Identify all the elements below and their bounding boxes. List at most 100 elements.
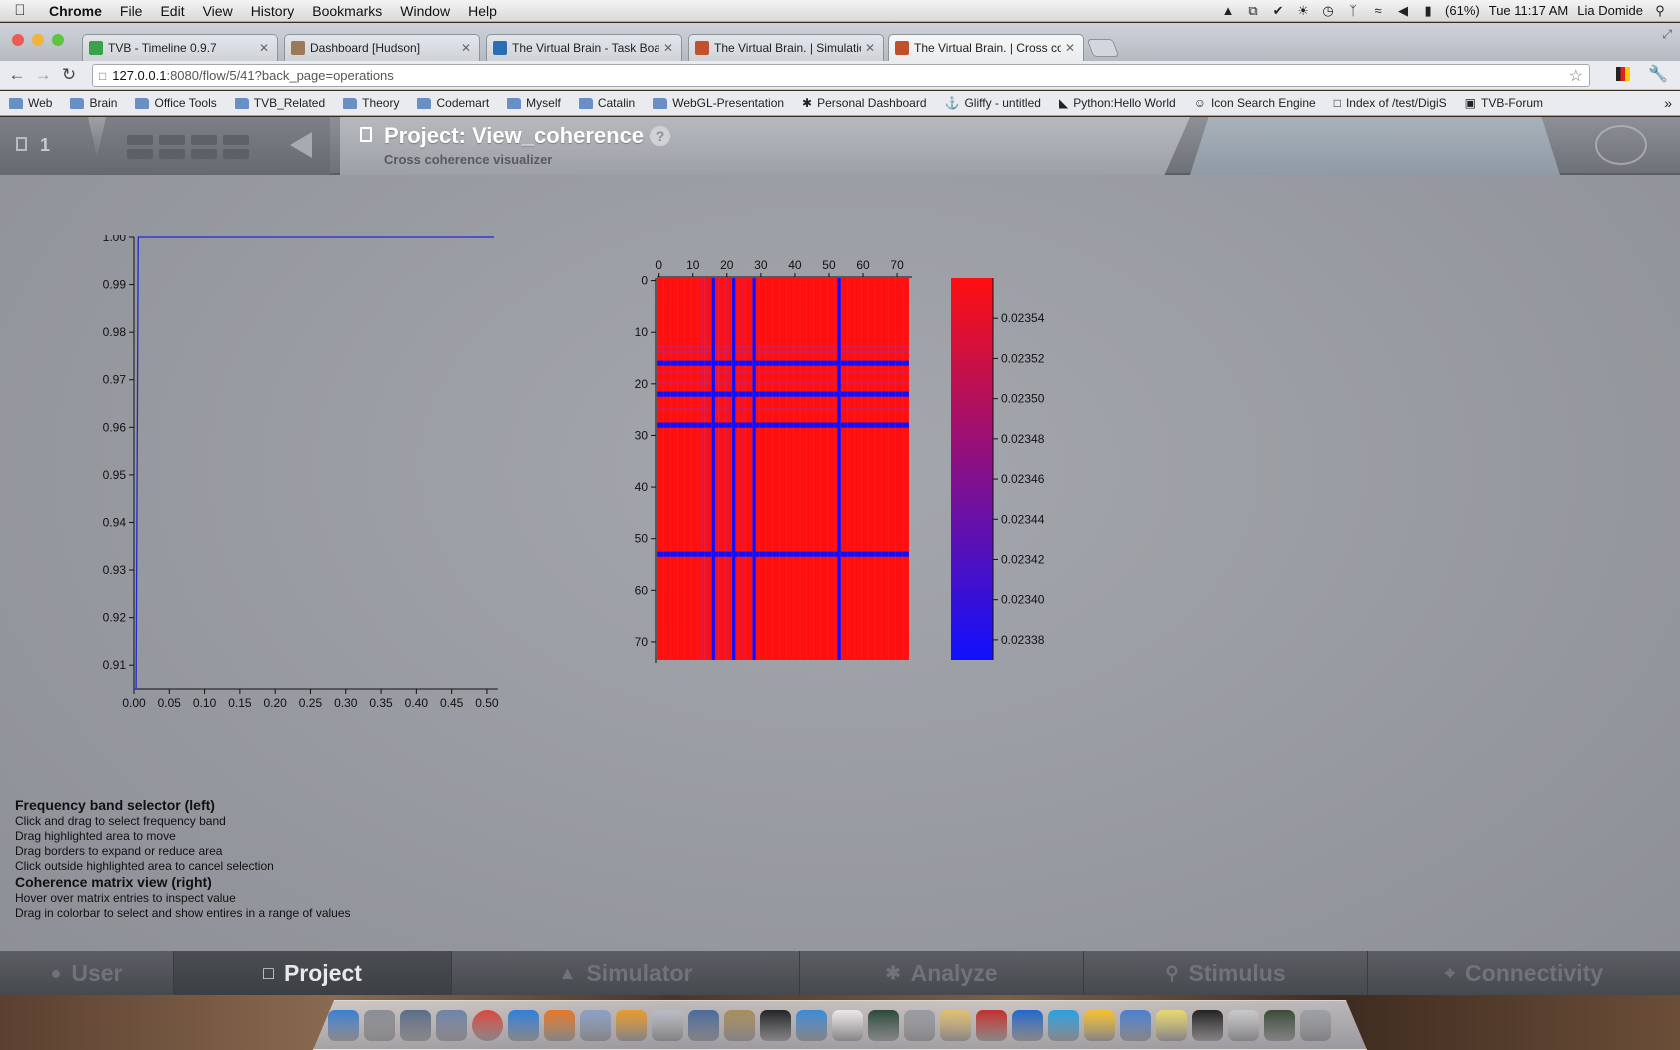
bookmark-item[interactable]: Theory (334, 96, 408, 110)
tab-close-icon[interactable]: ✕ (461, 41, 472, 55)
dock-app-icon[interactable] (832, 1009, 863, 1041)
bookmark-item[interactable]: ▣ TVB-Forum (1456, 96, 1552, 110)
dock-app-icon[interactable] (472, 1009, 503, 1041)
reload-icon[interactable]: ↻ (61, 65, 77, 84)
matrix-column-faint[interactable] (704, 278, 707, 660)
grid-icon[interactable] (191, 149, 217, 159)
matrix-row-faint[interactable] (657, 350, 909, 354)
bookmarks-overflow-icon[interactable]: » (1664, 95, 1672, 111)
back-arrow-icon[interactable]: ← (8, 65, 26, 84)
operation-count[interactable]: 1 (40, 135, 51, 155)
dock-app-icon[interactable] (616, 1009, 647, 1041)
dock-app-icon[interactable] (760, 1009, 791, 1041)
menu-bookmarks[interactable]: Bookmarks (312, 2, 383, 19)
dock-app-icon[interactable] (328, 1009, 359, 1041)
menu-app-name[interactable]: Chrome (49, 2, 102, 19)
menu-history[interactable]: History (250, 2, 295, 19)
bookmark-star-icon[interactable]: ☆ (1568, 67, 1583, 85)
browser-tab[interactable]: TVB - Timeline 0.9.7 ✕ (82, 34, 278, 61)
bookmark-item[interactable]: ✱ Personal Dashboard (793, 96, 935, 110)
nav-simulator[interactable]: ▲ Simulator (452, 951, 800, 995)
matrix-column-low[interactable] (711, 278, 715, 660)
fullscreen-icon[interactable]: ⤢ (1662, 27, 1672, 41)
collapse-arrow-icon[interactable] (290, 132, 312, 158)
grid-icon[interactable] (159, 149, 185, 159)
matrix-column-low[interactable] (837, 278, 841, 660)
browser-tab[interactable]: The Virtual Brain - Task Boar ✕ (486, 34, 682, 61)
menu-file[interactable]: File (119, 2, 143, 19)
nav-user[interactable]: ● User (0, 951, 174, 995)
grid-icon[interactable] (127, 135, 153, 145)
dock-app-icon[interactable] (436, 1009, 467, 1041)
matrix-column-low[interactable] (731, 278, 736, 660)
dock-app-icon[interactable] (1300, 1009, 1331, 1041)
nav-stimulus[interactable]: ⚲ Stimulus (1084, 951, 1368, 995)
dock-app-icon[interactable] (976, 1009, 1007, 1041)
dock-app-icon[interactable] (940, 1009, 971, 1041)
grid-icon[interactable] (159, 135, 185, 145)
dock-app-icon[interactable] (1192, 1009, 1223, 1041)
matrix-row-faint[interactable] (657, 407, 909, 411)
grid-icon[interactable] (223, 135, 249, 145)
bookmark-item[interactable]: Codemart (408, 96, 498, 110)
brain-logo-icon[interactable] (1595, 125, 1647, 165)
clock[interactable]: Tue 11:17 AM (1488, 3, 1569, 18)
wifi-icon[interactable]: ≈ (1374, 2, 1382, 18)
grid-icon[interactable] (191, 135, 217, 145)
dock-app-icon[interactable] (508, 1009, 539, 1041)
bookmark-item[interactable]: Catalin (570, 96, 644, 110)
matrix-background[interactable] (657, 278, 909, 660)
menu-help[interactable]: Help (468, 2, 497, 19)
matrix-row-faint[interactable] (657, 370, 909, 375)
dock-app-icon[interactable] (1048, 1009, 1079, 1041)
bookmark-item[interactable]: WebGL-Presentation (644, 96, 793, 110)
dock-app-icon[interactable] (364, 1009, 395, 1041)
grid-icon[interactable] (127, 149, 153, 159)
bookmark-item[interactable]: Myself (498, 96, 570, 110)
dock-app-icon[interactable] (1228, 1009, 1259, 1041)
grid-icon[interactable] (223, 149, 249, 159)
nav-project[interactable]: □ Project (174, 951, 452, 995)
window-zoom-button[interactable] (52, 34, 64, 46)
nav-connectivity[interactable]: ⌖ Connectivity (1368, 951, 1680, 995)
browser-tab-active[interactable]: The Virtual Brain. | Cross col ✕ (888, 34, 1084, 61)
address-bar[interactable]: □ 127.0.0.1:8080/flow/5/41?back_page=ope… (92, 64, 1590, 87)
browser-tab[interactable]: The Virtual Brain. | Simulatio ✕ (688, 34, 884, 61)
bookmark-item[interactable]: ◣ Python:Hello World (1050, 96, 1185, 110)
frequency-band-selector-chart[interactable]: 0.91 0.92 0.93 0.94 0.95 0.96 0.97 0.98 0.99 1.00… (90, 235, 510, 715)
bookmark-item[interactable]: TVB_Related (226, 96, 334, 110)
dock-app-icon[interactable] (904, 1009, 935, 1041)
dock-app-icon[interactable] (1012, 1009, 1043, 1041)
coherence-matrix-chart[interactable]: 0 10 20 30 40 50 60 70 0 10 20 30 40 50 60 70 0.02354 0.0… (615, 257, 1075, 677)
browser-tab[interactable]: Dashboard [Hudson] ✕ (284, 34, 480, 61)
extension-flag-icon[interactable] (1616, 67, 1630, 81)
apple-icon[interactable]:  (0, 2, 40, 19)
tab-close-icon[interactable]: ✕ (259, 41, 270, 55)
wrench-icon[interactable]: 🔧 (1648, 66, 1668, 83)
volume-icon[interactable]: ◀ (1398, 2, 1409, 18)
checkbox-status-icon[interactable]: ✔ (1272, 2, 1284, 18)
menu-edit[interactable]: Edit (160, 2, 185, 19)
window-close-button[interactable] (12, 34, 24, 46)
dock-app-icon[interactable] (796, 1009, 827, 1041)
bookmark-item[interactable]: Brain (61, 96, 126, 110)
menu-view[interactable]: View (202, 2, 233, 19)
user-name[interactable]: Lia Domide (1577, 3, 1643, 18)
time-machine-icon[interactable]: ◷ (1322, 2, 1334, 18)
dock-app-icon[interactable] (652, 1009, 683, 1041)
matrix-column-faint[interactable] (742, 278, 745, 660)
matrix-row-low[interactable] (657, 551, 909, 557)
matrix-row-faint[interactable] (657, 381, 909, 385)
bookmark-item[interactable]: Office Tools (126, 96, 225, 110)
dock-app-icon[interactable] (724, 1009, 755, 1041)
tab-close-icon[interactable]: ✕ (1065, 41, 1076, 55)
help-icon[interactable]: ? (650, 126, 670, 146)
dock-app-icon[interactable] (400, 1009, 431, 1041)
matrix-column-faint[interactable] (725, 278, 728, 660)
battery-icon[interactable]: ▮ (1424, 2, 1432, 18)
dock-app-icon[interactable] (1084, 1009, 1115, 1041)
matrix-column-faint[interactable] (701, 278, 704, 660)
colorbar[interactable] (951, 278, 993, 660)
tab-close-icon[interactable]: ✕ (865, 41, 876, 55)
bookmark-item[interactable]: ☺ Icon Search Engine (1185, 96, 1325, 110)
